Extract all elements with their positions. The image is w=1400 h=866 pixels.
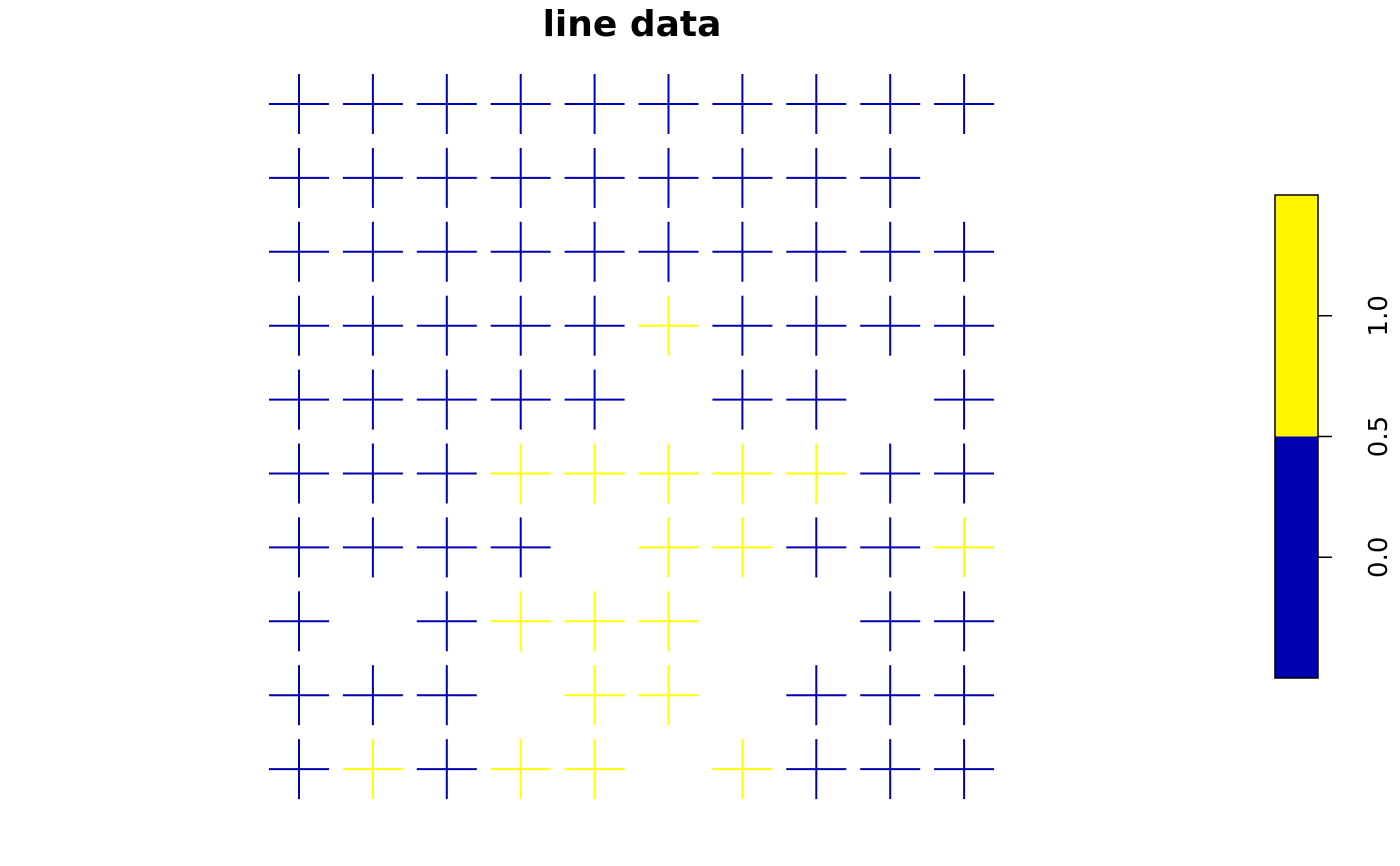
- cross-point-r6-c3: [416, 443, 477, 504]
- cross-point-r2-c3: [416, 147, 477, 208]
- cross-point-r5-c8: [786, 369, 847, 430]
- cross-point-r2-c2: [342, 147, 403, 208]
- cross-point-r4-c7: [712, 295, 773, 356]
- cross-point-r1-c10: [934, 74, 995, 134]
- cross-point-r3-c1: [269, 221, 329, 282]
- cross-point-r10-c10: [934, 739, 995, 800]
- cross-point-r2-c4: [490, 147, 551, 208]
- cross-point-r7-c6: [638, 517, 699, 578]
- cross-point-r7-c3: [416, 517, 477, 578]
- cross-point-r8-c4: [490, 591, 551, 652]
- cross-point-r1-c5: [564, 74, 625, 134]
- cross-point-r1-c7: [712, 74, 773, 134]
- chart-title: line data: [543, 4, 722, 45]
- cross-point-r3-c2: [342, 221, 403, 282]
- cross-point-r9-c8: [786, 665, 847, 726]
- cross-point-r1-c4: [490, 74, 551, 134]
- cross-point-r4-c2: [342, 295, 403, 356]
- colorbar-segment-2: [1275, 195, 1318, 437]
- cross-point-r4-c9: [860, 295, 921, 356]
- cross-point-r5-c1: [269, 369, 329, 430]
- cross-point-r4-c6: [638, 295, 699, 356]
- cross-point-r5-c2: [342, 369, 403, 430]
- cross-point-r1-c9: [860, 74, 921, 134]
- cross-point-r10-c3: [416, 739, 477, 800]
- cross-point-r10-c4: [490, 739, 551, 800]
- cross-point-r9-c9: [860, 665, 921, 726]
- cross-point-r8-c9: [860, 591, 921, 652]
- cross-point-r4-c10: [934, 295, 995, 356]
- cross-point-r3-c10: [934, 221, 995, 282]
- cross-point-r7-c2: [342, 517, 403, 578]
- cross-point-r5-c4: [490, 369, 551, 430]
- cross-point-r3-c8: [786, 221, 847, 282]
- cross-point-r1-c6: [638, 74, 699, 134]
- cross-point-r10-c7: [712, 739, 773, 800]
- cross-point-r7-c8: [786, 517, 847, 578]
- cross-point-r6-c2: [342, 443, 403, 504]
- cross-point-r7-c4: [490, 517, 551, 578]
- cross-point-r1-c3: [416, 74, 477, 134]
- cross-point-r8-c6: [638, 591, 699, 652]
- cross-point-r10-c2: [342, 739, 403, 800]
- cross-point-r7-c1: [269, 517, 329, 578]
- cross-point-r10-c5: [564, 739, 625, 800]
- cross-point-r6-c6: [638, 443, 699, 504]
- cross-point-r6-c9: [860, 443, 921, 504]
- cross-point-r1-c8: [786, 74, 847, 134]
- data-marks: [269, 74, 995, 800]
- cross-point-r10-c1: [269, 739, 329, 800]
- cross-point-r6-c7: [712, 443, 773, 504]
- cross-point-r8-c3: [416, 591, 477, 652]
- cross-point-r7-c9: [860, 517, 921, 578]
- cross-point-r6-c10: [934, 443, 995, 504]
- cross-point-r6-c4: [490, 443, 551, 504]
- cross-point-r8-c1: [269, 591, 329, 652]
- cross-point-r4-c5: [564, 295, 625, 356]
- cross-point-r9-c5: [564, 665, 625, 726]
- cross-point-r7-c10: [934, 517, 995, 578]
- cross-point-r8-c5: [564, 591, 625, 652]
- cross-point-r9-c6: [638, 665, 699, 726]
- cross-point-r5-c10: [934, 369, 995, 430]
- cross-point-r5-c7: [712, 369, 773, 430]
- cross-point-r1-c1: [269, 74, 329, 134]
- cross-point-r5-c5: [564, 369, 625, 430]
- colorbar-tick-label: 0.0: [1364, 537, 1394, 578]
- colorbar-tick-label: 1.0: [1364, 295, 1394, 336]
- cross-point-r3-c4: [490, 221, 551, 282]
- cross-point-r2-c1: [269, 147, 329, 208]
- cross-point-r9-c2: [342, 665, 403, 726]
- cross-point-r9-c3: [416, 665, 477, 726]
- cross-point-r6-c5: [564, 443, 625, 504]
- cross-point-r10-c9: [860, 739, 921, 800]
- cross-point-r2-c7: [712, 147, 773, 208]
- cross-point-r9-c1: [269, 665, 329, 726]
- colorbar-tick-label: 0.5: [1364, 416, 1394, 457]
- cross-point-r3-c7: [712, 221, 773, 282]
- cross-point-r10-c8: [786, 739, 847, 800]
- cross-point-r6-c8: [786, 443, 847, 504]
- cross-point-r8-c10: [934, 591, 995, 652]
- cross-point-r6-c1: [269, 443, 329, 504]
- cross-point-r5-c3: [416, 369, 477, 430]
- cross-point-r4-c3: [416, 295, 477, 356]
- colorbar-segment-1: [1275, 436, 1318, 678]
- cross-point-r3-c6: [638, 221, 699, 282]
- cross-point-r9-c10: [934, 665, 995, 726]
- colorbar-legend: 0.0 0.5 1.0: [1274, 194, 1394, 679]
- cross-point-r4-c1: [269, 295, 329, 356]
- cross-point-r1-c2: [342, 74, 403, 134]
- cross-point-r2-c9: [860, 147, 921, 208]
- cross-point-r4-c4: [490, 295, 551, 356]
- cross-point-r2-c5: [564, 147, 625, 208]
- cross-point-r7-c7: [712, 517, 773, 578]
- cross-point-r2-c8: [786, 147, 847, 208]
- cross-point-r3-c9: [860, 221, 921, 282]
- cross-point-r3-c3: [416, 221, 477, 282]
- cross-point-r4-c8: [786, 295, 847, 356]
- cross-point-r3-c5: [564, 221, 625, 282]
- cross-point-r2-c6: [638, 147, 699, 208]
